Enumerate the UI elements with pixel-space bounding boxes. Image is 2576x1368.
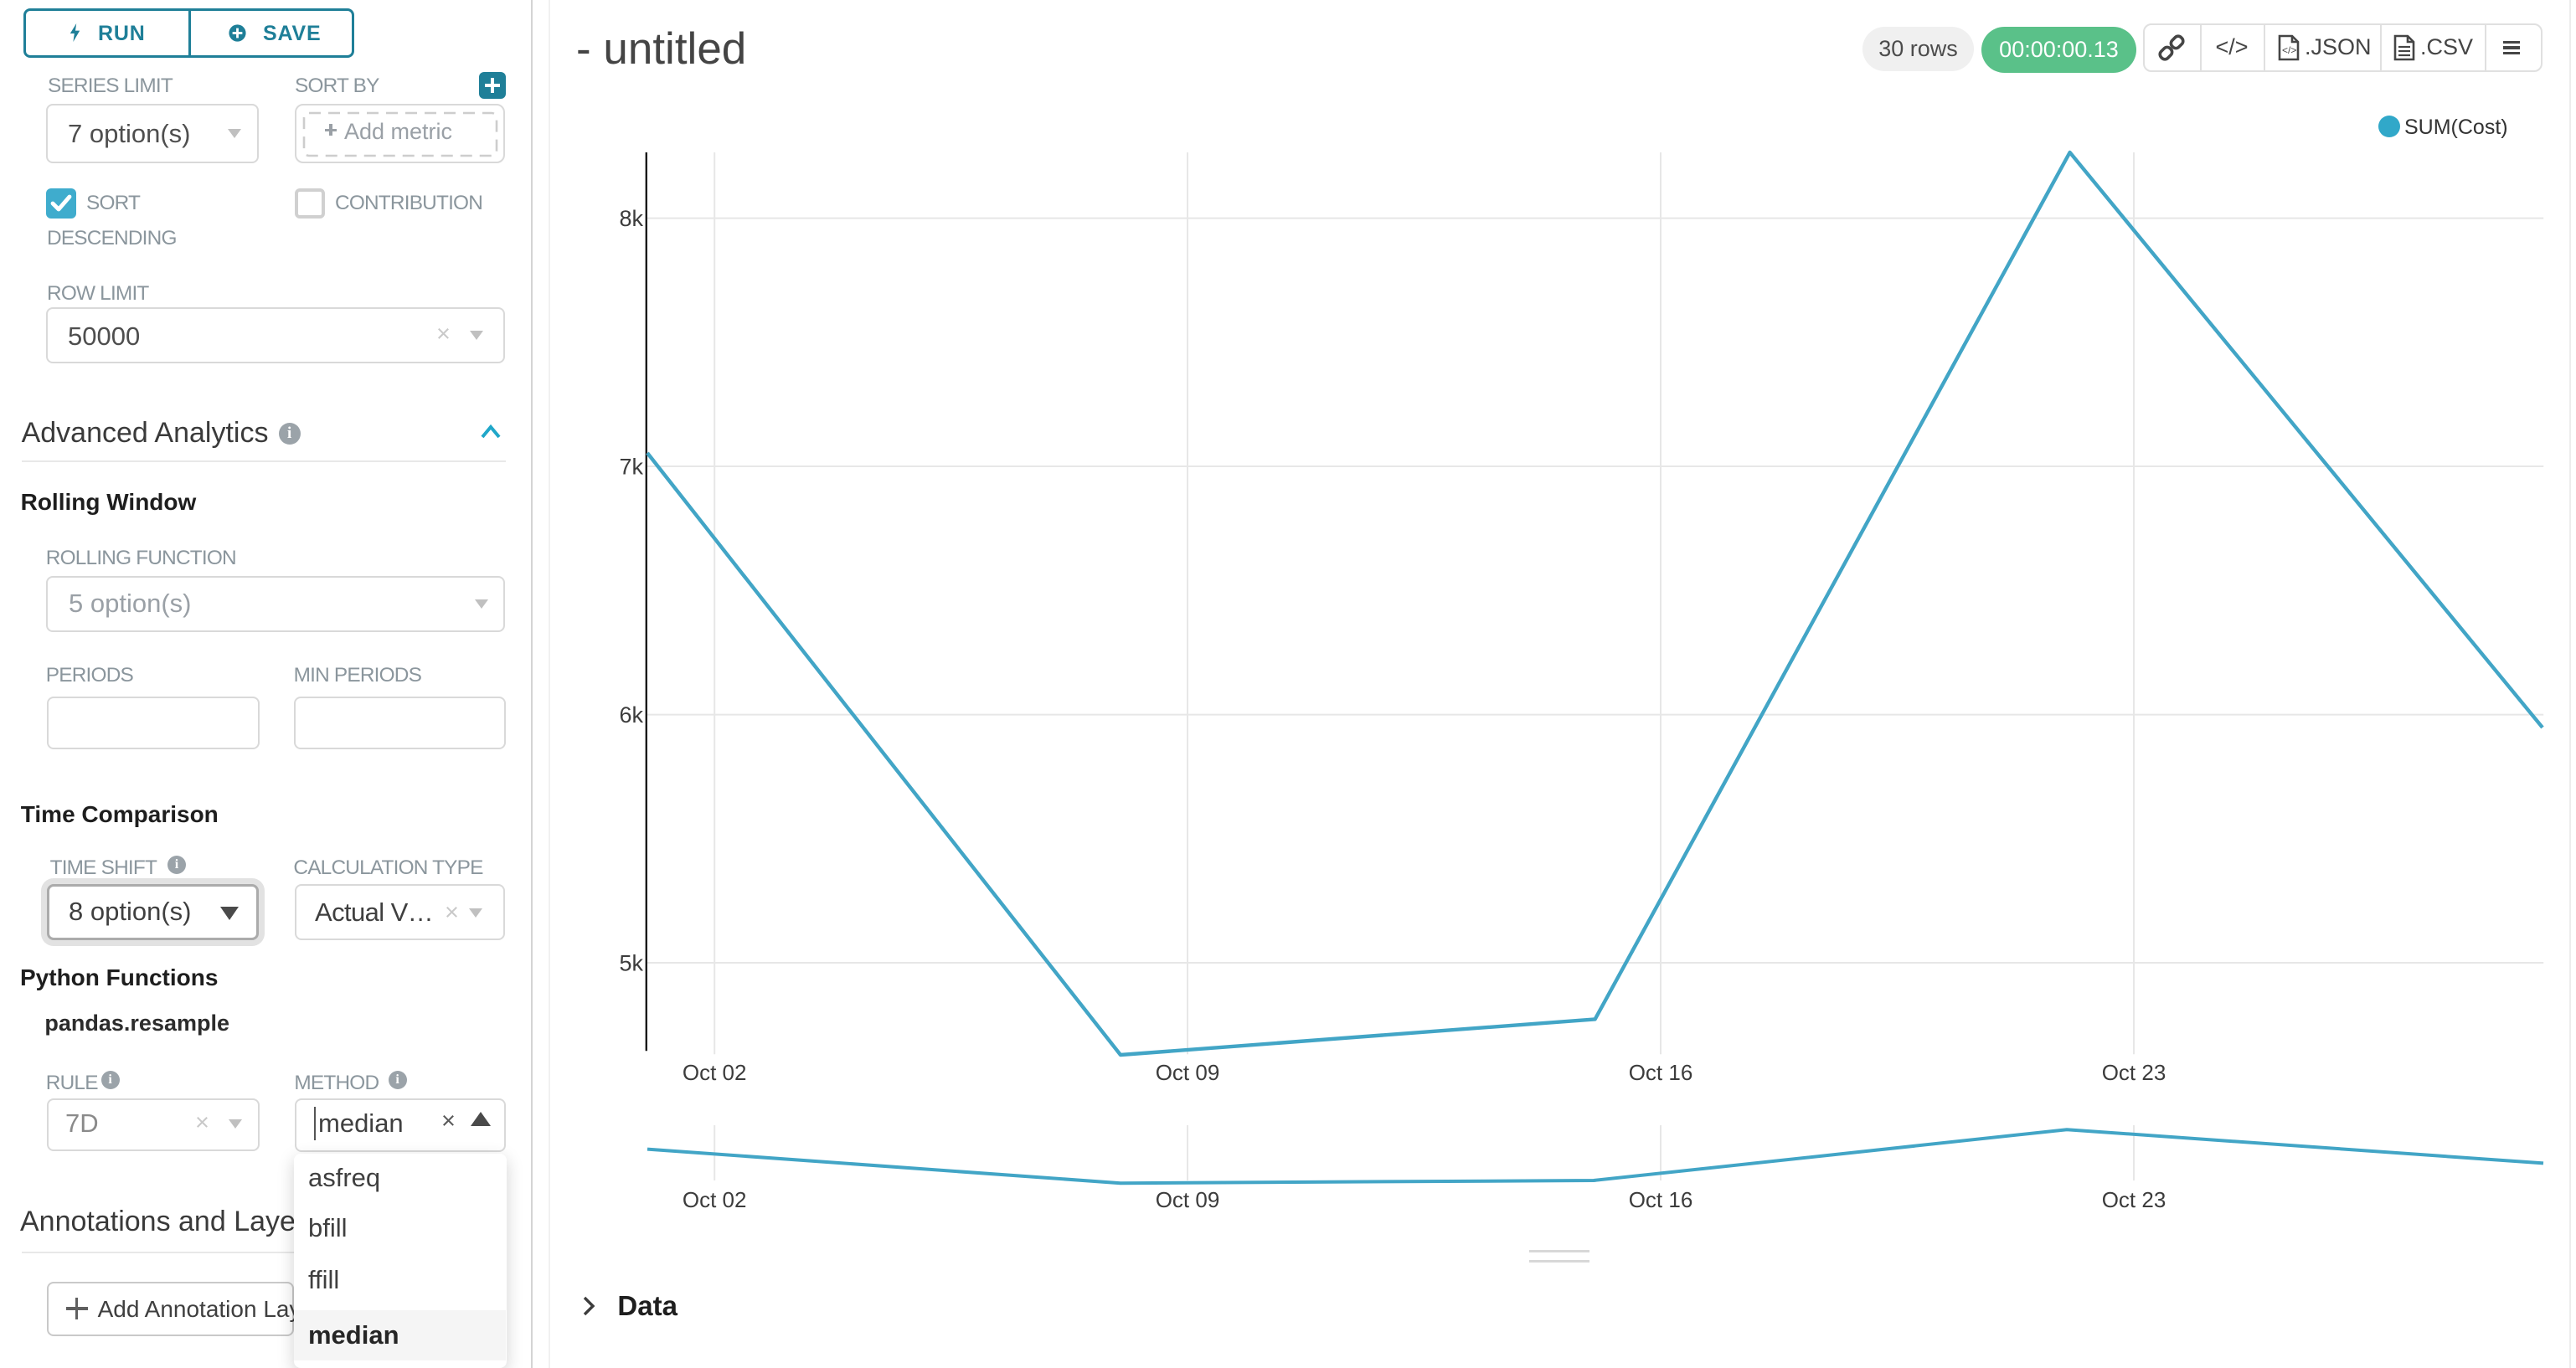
svg-text:Oct 02: Oct 02 xyxy=(683,1060,747,1085)
svg-text:Oct 09: Oct 09 xyxy=(1156,1060,1220,1085)
svg-text:8k: 8k xyxy=(619,206,643,231)
svg-text:Oct 16: Oct 16 xyxy=(1629,1060,1693,1085)
svg-text:</>: </> xyxy=(2282,44,2296,56)
svg-text:Oct 16: Oct 16 xyxy=(1629,1187,1693,1212)
svg-text:Oct 23: Oct 23 xyxy=(2102,1060,2166,1085)
svg-text:Oct 02: Oct 02 xyxy=(683,1187,747,1212)
svg-text:5k: 5k xyxy=(619,950,643,975)
svg-text:Oct 09: Oct 09 xyxy=(1156,1187,1220,1212)
svg-text:6k: 6k xyxy=(619,702,643,728)
svg-text:Oct 23: Oct 23 xyxy=(2102,1187,2166,1212)
svg-text:7k: 7k xyxy=(619,454,643,479)
